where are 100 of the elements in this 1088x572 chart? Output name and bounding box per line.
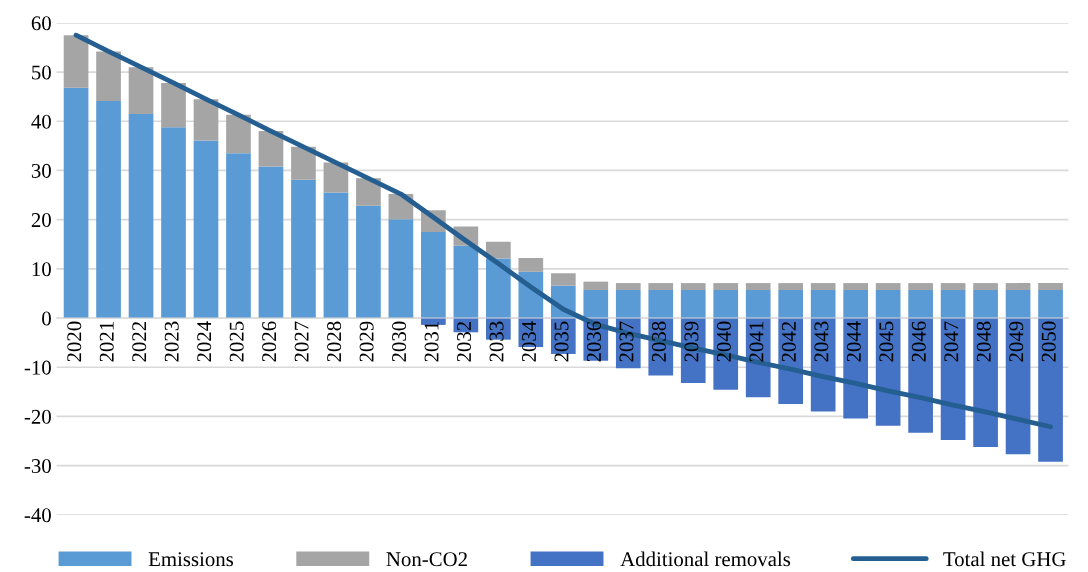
bar	[615, 289, 641, 319]
bar	[843, 289, 868, 319]
bar	[193, 99, 219, 141]
bar	[648, 289, 674, 319]
x-tick-label: 2050	[1041, 321, 1056, 362]
bar	[680, 283, 706, 290]
bar	[745, 289, 771, 319]
y-tick-label: -10	[24, 360, 51, 375]
bar	[973, 289, 998, 319]
y-tick-label: -40	[24, 508, 51, 523]
x-tick-label: 2044	[846, 321, 861, 362]
bar	[680, 289, 706, 319]
x-tick-label: 2023	[164, 321, 179, 362]
bar	[908, 318, 933, 433]
bar	[713, 289, 739, 319]
y-tick-label: 20	[31, 213, 51, 228]
bar	[940, 283, 966, 290]
y-tick-label: -30	[24, 458, 51, 474]
x-tick-label: 2030	[392, 321, 407, 362]
x-tick-label: 2028	[327, 321, 342, 362]
x-tick-label: 2022	[132, 321, 147, 362]
bar	[648, 283, 674, 290]
bar	[875, 283, 901, 290]
x-tick-label: 2036	[586, 321, 602, 362]
x-tick-label: 2048	[976, 321, 991, 362]
bar	[973, 283, 998, 290]
bar	[161, 127, 186, 319]
bar	[940, 289, 966, 319]
bar	[973, 318, 998, 447]
bar	[388, 219, 414, 319]
x-tick-label: 2020	[67, 321, 82, 362]
bar	[1038, 289, 1063, 319]
y-tick-label: 40	[31, 114, 51, 129]
y-tick-label: 50	[32, 65, 51, 80]
bar	[583, 281, 609, 290]
x-tick-label: 2029	[359, 321, 374, 362]
bar	[486, 241, 511, 259]
bar	[713, 283, 739, 290]
bar	[778, 289, 804, 319]
bar	[291, 146, 316, 180]
x-tick-label: 2035	[554, 321, 569, 362]
y-tick-label: 0	[42, 311, 51, 326]
x-tick-label: 2047	[944, 321, 959, 362]
bar	[1038, 283, 1063, 290]
bar	[258, 131, 284, 167]
bar	[96, 51, 121, 102]
bar	[810, 283, 836, 290]
bar	[356, 205, 381, 319]
bar	[421, 231, 446, 319]
bar	[193, 140, 219, 319]
bar	[226, 114, 251, 154]
y-tick-label: -20	[24, 409, 51, 424]
bar	[1005, 289, 1031, 319]
x-tick-label: 2034	[521, 321, 537, 362]
bar	[486, 258, 511, 319]
bar	[518, 258, 544, 272]
bar	[453, 245, 479, 319]
x-tick-label: 2049	[1009, 321, 1024, 362]
x-tick-label: 2040	[716, 321, 731, 362]
x-tick-label: 2041	[749, 322, 764, 362]
x-tick-label: 2037	[619, 321, 634, 362]
bar	[258, 166, 284, 319]
bar	[810, 289, 836, 319]
x-tick-label: 2033	[489, 321, 504, 362]
x-tick-label: 2027	[294, 321, 309, 362]
x-tick-label: 2045	[879, 321, 894, 362]
bar	[583, 289, 609, 319]
bar	[875, 289, 901, 319]
bar	[63, 35, 89, 88]
x-tick-label: 2032	[457, 321, 472, 362]
x-tick-label: 2024	[197, 321, 212, 362]
x-tick-label: 2021	[99, 322, 114, 362]
y-tick-label: 10	[32, 262, 51, 277]
legend-label: Non-CO2	[386, 552, 467, 567]
bar	[1005, 283, 1031, 290]
x-tick-label: 2026	[262, 321, 277, 362]
x-tick-label: 2042	[781, 321, 796, 362]
bar	[550, 273, 576, 286]
bar	[908, 289, 933, 319]
legend-label: Emissions	[148, 552, 234, 567]
bar	[226, 153, 251, 319]
legend-label: Additional removals	[620, 551, 791, 567]
x-tick-label: 2046	[911, 321, 926, 362]
bar	[745, 283, 771, 290]
bar	[1038, 318, 1063, 462]
y-tick-label: 60	[31, 16, 51, 31]
bar	[161, 82, 186, 128]
bar	[291, 179, 316, 319]
y-tick-label: 30	[31, 163, 51, 178]
x-tick-label: 2031	[424, 322, 439, 362]
bar	[323, 192, 349, 319]
legend-label: Total net GHG	[943, 551, 1066, 567]
bar	[128, 67, 154, 114]
x-tick-label: 2025	[229, 321, 244, 362]
bar	[778, 283, 804, 290]
bar	[96, 101, 121, 319]
x-tick-label: 2038	[651, 321, 666, 362]
bar	[843, 283, 868, 290]
x-tick-label: 2039	[684, 321, 699, 362]
bar	[63, 87, 89, 319]
